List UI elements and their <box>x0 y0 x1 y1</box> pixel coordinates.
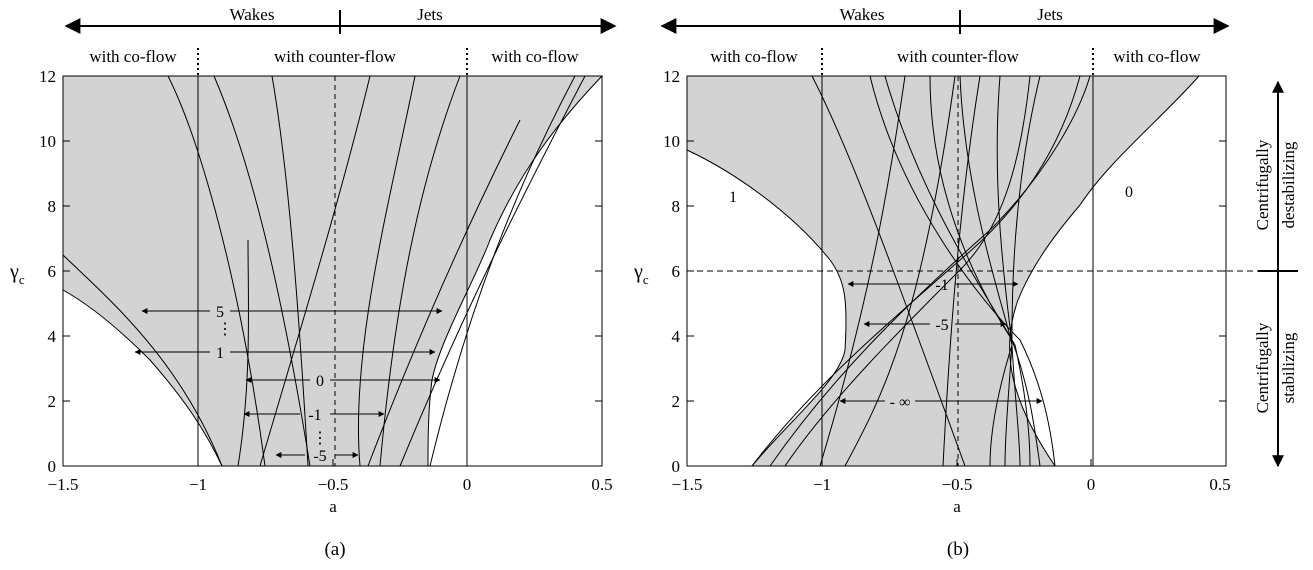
curve <box>237 239 250 467</box>
curve-label-5: 5 <box>216 304 224 321</box>
side-label-bottom-1: Centrifugally <box>1253 322 1272 413</box>
y-tick: 10 <box>39 132 56 151</box>
region-center: with counter-flow <box>897 47 1020 66</box>
ticks <box>687 140 1226 466</box>
region-left: with co-flow <box>710 47 798 66</box>
curve <box>62 254 223 467</box>
y-tick: 12 <box>39 67 56 86</box>
y-ticks: 0 2 4 6 8 10 12 <box>39 67 57 476</box>
x-tick: −1.5 <box>48 475 79 494</box>
y-tick: 2 <box>672 392 681 411</box>
curve-label-neg5: -5 <box>935 317 948 334</box>
curve-label-arrows: -1 -5 - ∞ <box>839 277 1043 411</box>
curve-label-neg5: -5 <box>313 448 326 465</box>
curve <box>367 119 521 467</box>
ellipsis: ⋮ <box>217 321 233 338</box>
wakes-label: Wakes <box>840 5 885 24</box>
jets-label: Jets <box>417 5 443 24</box>
y-tick: 0 <box>672 457 681 476</box>
jets-label: Jets <box>1037 5 1063 24</box>
ticks <box>63 140 602 466</box>
curve <box>357 75 416 467</box>
curve <box>379 75 461 467</box>
x-tick: −1 <box>813 475 831 494</box>
curve <box>784 75 1031 467</box>
y-tick: 0 <box>48 457 57 476</box>
x-tick: 0 <box>1087 475 1096 494</box>
panel-b: Wakes Jets with co-flow with counter-flo… <box>633 5 1298 560</box>
curve <box>429 75 576 467</box>
x-ticks: −1.5 −1 −0.5 0 0.5 <box>48 475 613 494</box>
curve-label-neg1: -1 <box>308 407 321 424</box>
caption-a: (a) <box>324 539 345 560</box>
curve-label-neg-inf: - ∞ <box>890 394 911 411</box>
panel-a: Wakes Jets with co-flow with counter-flo… <box>9 5 617 560</box>
side-label-bottom-2: stabilizing <box>1279 332 1298 403</box>
curve <box>167 75 266 467</box>
region-right: with co-flow <box>1113 47 1201 66</box>
curve <box>819 75 906 467</box>
caption-b: (b) <box>947 539 969 560</box>
curve <box>844 75 956 467</box>
x-tick: −0.5 <box>318 475 349 494</box>
y-tick: 12 <box>663 67 680 86</box>
curve <box>959 75 1021 467</box>
curve <box>929 75 1031 467</box>
curve-label-neg1: -1 <box>935 277 948 294</box>
y-tick: 8 <box>672 197 681 216</box>
x-tick: −1.5 <box>672 475 703 494</box>
y-tick: 6 <box>48 262 57 281</box>
y-tick: 8 <box>48 197 57 216</box>
x-tick: 0.5 <box>1209 475 1230 494</box>
edge-label-1: 1 <box>729 189 737 206</box>
x-tick: 0 <box>463 475 472 494</box>
stabilizing-label-group: Centrifugally stabilizing <box>1253 322 1298 413</box>
curve <box>942 75 981 467</box>
curve <box>399 75 586 467</box>
x-axis-label: a <box>953 497 961 516</box>
curve <box>271 75 309 467</box>
shaded-region <box>62 75 604 467</box>
curve <box>989 75 1041 467</box>
x-ticks: −1.5 −1 −0.5 0 0.5 <box>672 475 1231 494</box>
curve <box>811 75 966 467</box>
side-label-top-2: destabilizing <box>1279 141 1298 228</box>
side-label-top-1: Centrifugally <box>1253 139 1272 230</box>
y-tick: 6 <box>672 262 681 281</box>
x-axis-label: a <box>329 497 337 516</box>
y-tick: 4 <box>48 327 57 346</box>
edge-label-0: 0 <box>1125 184 1133 201</box>
curve-label-0: 0 <box>316 373 324 390</box>
region-center: with counter-flow <box>274 47 397 66</box>
region-left: with co-flow <box>89 47 177 66</box>
curve <box>769 75 1091 467</box>
y-tick: 10 <box>663 132 680 151</box>
wakes-label: Wakes <box>230 5 275 24</box>
y-tick: 4 <box>672 327 681 346</box>
curve <box>259 75 371 467</box>
region-right: with co-flow <box>491 47 579 66</box>
curve <box>996 75 1013 467</box>
y-axis-label: γc <box>9 261 25 287</box>
y-axis-label: γc <box>633 261 649 287</box>
destabilizing-label-group: Centrifugally destabilizing <box>1253 139 1298 230</box>
curve <box>213 75 311 467</box>
ellipsis: ⋮ <box>312 430 328 447</box>
curve-label-arrows: 5 ⋮ 1 0 -1 ⋮ -5 <box>134 304 443 465</box>
x-tick: −0.5 <box>942 475 973 494</box>
x-tick: 0.5 <box>591 475 612 494</box>
y-tick: 2 <box>48 392 57 411</box>
curve <box>751 75 1081 467</box>
y-ticks: 0 2 4 6 8 10 12 <box>663 67 681 476</box>
x-tick: −1 <box>189 475 207 494</box>
family-curves <box>62 75 586 467</box>
curve-label-1: 1 <box>216 345 224 362</box>
